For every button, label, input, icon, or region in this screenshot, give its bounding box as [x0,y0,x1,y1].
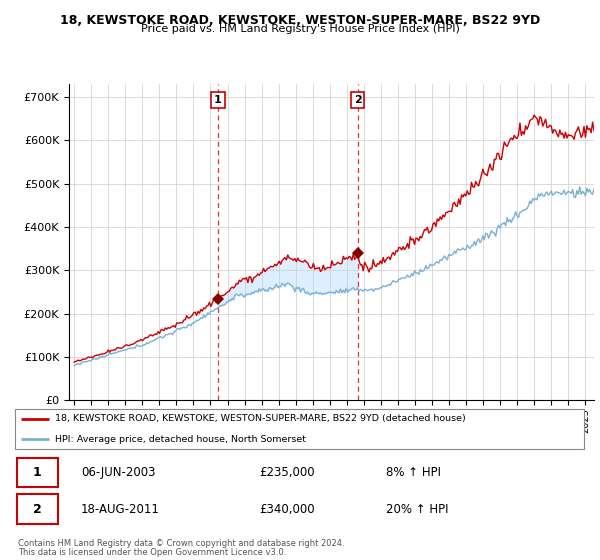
Text: 1: 1 [214,95,222,105]
Text: Contains HM Land Registry data © Crown copyright and database right 2024.: Contains HM Land Registry data © Crown c… [18,539,344,548]
FancyBboxPatch shape [15,409,584,449]
Text: 2: 2 [33,502,42,516]
Text: 1: 1 [33,466,42,479]
Text: 18, KEWSTOKE ROAD, KEWSTOKE, WESTON-SUPER-MARE, BS22 9YD: 18, KEWSTOKE ROAD, KEWSTOKE, WESTON-SUPE… [60,14,540,27]
Text: This data is licensed under the Open Government Licence v3.0.: This data is licensed under the Open Gov… [18,548,286,557]
Text: £235,000: £235,000 [260,466,316,479]
Text: 20% ↑ HPI: 20% ↑ HPI [386,502,449,516]
Text: 18-AUG-2011: 18-AUG-2011 [81,502,160,516]
FancyBboxPatch shape [17,458,58,487]
Text: 06-JUN-2003: 06-JUN-2003 [81,466,155,479]
Text: 8% ↑ HPI: 8% ↑ HPI [386,466,442,479]
FancyBboxPatch shape [17,494,58,524]
Text: Price paid vs. HM Land Registry's House Price Index (HPI): Price paid vs. HM Land Registry's House … [140,24,460,34]
Text: 2: 2 [354,95,361,105]
Text: 18, KEWSTOKE ROAD, KEWSTOKE, WESTON-SUPER-MARE, BS22 9YD (detached house): 18, KEWSTOKE ROAD, KEWSTOKE, WESTON-SUPE… [55,414,466,423]
Text: £340,000: £340,000 [260,502,316,516]
Text: HPI: Average price, detached house, North Somerset: HPI: Average price, detached house, Nort… [55,435,306,444]
